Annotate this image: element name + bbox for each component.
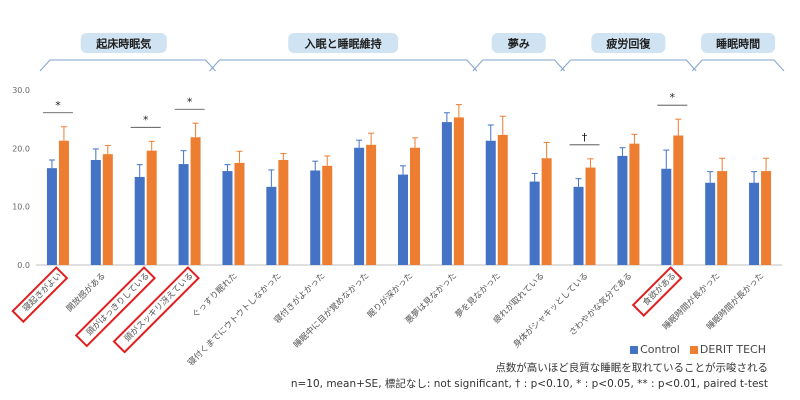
bar-control (46, 168, 57, 265)
bar-control (485, 140, 496, 265)
group-header-box (288, 33, 399, 53)
group-bracket (472, 59, 565, 72)
highlight-box (74, 266, 157, 348)
y-tick-label: 20.0 (12, 144, 30, 153)
group-header-box (491, 33, 546, 53)
group-bracket (691, 59, 785, 72)
bar-derit-tech (717, 171, 728, 265)
bar-control (749, 182, 760, 265)
highlight-box (112, 266, 200, 354)
bar-control (354, 147, 365, 265)
bar-control (222, 171, 233, 265)
category-label: 寝起きがよい (21, 270, 65, 314)
bar-control (529, 181, 540, 265)
legend-label-control: Control (640, 343, 680, 356)
category-label: 睡眠中に目が覚めなかった (291, 270, 371, 350)
legend-swatch-control (630, 345, 639, 354)
bar-control (178, 164, 189, 265)
legend-label-derit-tech: DERIT TECH (699, 343, 766, 356)
bar-derit-tech (410, 147, 420, 265)
highlight-box (631, 266, 683, 318)
bar-derit-tech (190, 137, 201, 265)
statistics-note: n=10, mean+SE, 標記なし: not significant, † … (290, 378, 768, 390)
y-tick-label: 0.0 (17, 261, 30, 270)
bar-control (90, 160, 101, 265)
highlight-box (11, 266, 69, 324)
bar-control (266, 186, 277, 265)
bar-derit-tech (278, 160, 289, 265)
group-header-label: 疲労回復 (606, 37, 651, 51)
group-header-label: 入眠と睡眠維持 (305, 37, 382, 51)
bar-derit-tech (322, 165, 333, 265)
bar-control (617, 155, 628, 265)
group-header-box (80, 33, 167, 53)
bar-derit-tech (453, 117, 464, 266)
bar-derit-tech (497, 134, 508, 265)
legend-item-derit-tech: DERIT TECH (689, 343, 766, 356)
category-label: 食欲がある (641, 270, 679, 308)
bar-derit-tech (58, 140, 69, 265)
significance-mark: * (670, 91, 676, 104)
significance-mark: * (187, 95, 193, 108)
bar-control (398, 174, 408, 265)
category-label: 開放感がある (64, 270, 108, 314)
group-header-box (591, 33, 666, 53)
bar-control (661, 168, 672, 265)
group-header-label: 睡眠時間 (716, 37, 760, 51)
bar-derit-tech (366, 144, 377, 265)
significance-mark: * (143, 113, 149, 126)
category-label: 身体がシャキッとしている (511, 270, 591, 350)
bar-control (134, 176, 145, 265)
bar-derit-tech (585, 167, 596, 265)
significance-mark: * (55, 99, 61, 112)
bar-control (310, 170, 321, 265)
category-label: 夢を見なかった (453, 270, 503, 320)
y-tick-label: 30.0 (12, 86, 30, 95)
bar-control (705, 182, 716, 265)
legend: Control DERIT TECH (630, 343, 766, 356)
group-bracket (39, 59, 216, 72)
bar-control (573, 186, 584, 265)
bar-derit-tech (673, 135, 684, 265)
legend-swatch-derit-tech (689, 345, 698, 354)
bar-derit-tech (761, 171, 772, 265)
group-header-box (701, 33, 776, 53)
group-header-label: 起床時眠気 (95, 37, 151, 51)
group-bracket (209, 59, 478, 72)
y-tick-label: 10.0 (12, 203, 30, 212)
group-header-label: 夢み (508, 37, 530, 51)
group-bracket (560, 59, 697, 72)
legend-item-control: Control (630, 343, 680, 356)
bar-derit-tech (102, 154, 113, 265)
significance-mark: † (582, 131, 588, 144)
bar-derit-tech (541, 158, 552, 265)
category-label: 寝付くまでにウトウトしなかった (186, 270, 284, 368)
bar-derit-tech (146, 150, 157, 265)
interpretation-note: 点数が高いほど良質な睡眠を取れていることが示唆される (495, 362, 768, 374)
category-label: 眠りが深かった (365, 270, 415, 320)
bar-derit-tech (629, 143, 640, 265)
bar-derit-tech (234, 162, 245, 265)
bar-control (441, 122, 452, 265)
